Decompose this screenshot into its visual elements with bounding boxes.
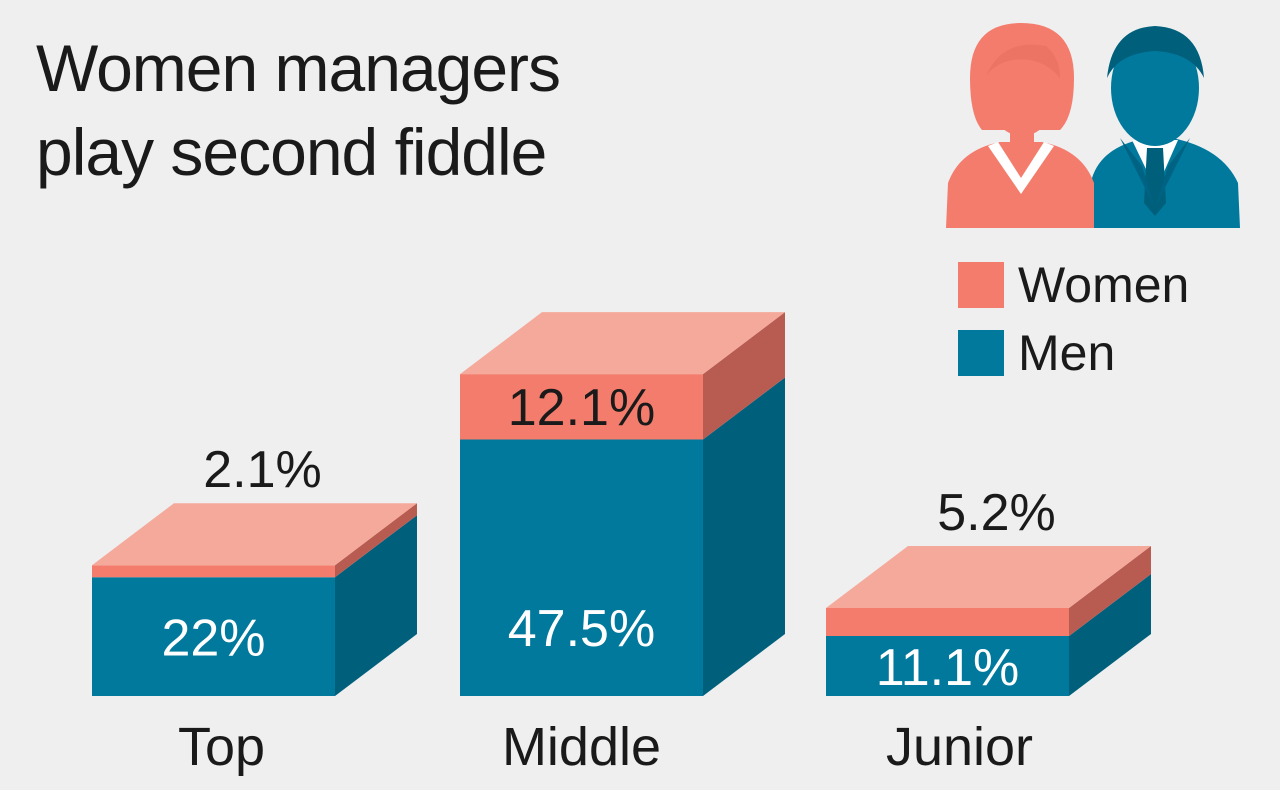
value-label-men-middle: 47.5% — [508, 600, 655, 658]
value-label-men-top: 22% — [161, 610, 265, 668]
bar-side-women-junior — [1069, 545, 1151, 637]
legend-item-women: Women — [958, 260, 1189, 310]
legend-label-women: Women — [1018, 257, 1190, 313]
man-icon — [1092, 26, 1240, 228]
bar-men-junior — [826, 636, 1069, 696]
bar-women-top — [92, 565, 335, 578]
bar-side-women-middle — [703, 312, 785, 440]
legend-swatch-women — [958, 262, 1004, 308]
bar-men-middle — [460, 439, 703, 696]
woman-icon — [946, 23, 1094, 228]
value-label-men-junior: 11.1% — [876, 639, 1020, 697]
category-label-top: Top — [178, 717, 265, 777]
man-and-woman-managers-icon — [946, 23, 1240, 228]
bar-top-middle — [460, 312, 785, 375]
title-line-2: play second fiddle — [36, 115, 547, 189]
bar-men-top — [92, 577, 335, 696]
bar-top-junior — [826, 545, 1151, 608]
legend-item-men: Men — [958, 328, 1115, 378]
bar-side-women-top — [335, 503, 417, 578]
bar-side-men-top — [335, 515, 417, 696]
bar-top-top — [92, 503, 417, 566]
category-label-junior: Junior — [886, 717, 1033, 777]
value-label-women-middle: 12.1% — [508, 379, 655, 437]
value-label-women-junior: 5.2% — [937, 484, 1056, 542]
value-label-women-top: 2.1% — [203, 441, 322, 499]
bar-side-men-middle — [703, 377, 785, 696]
category-label-middle: Middle — [502, 717, 661, 777]
bar-side-men-junior — [1069, 574, 1151, 696]
legend-swatch-men — [958, 330, 1004, 376]
bar-women-junior — [826, 607, 1069, 637]
bar-women-middle — [460, 374, 703, 440]
chart-title: Women managers play second fiddle — [36, 26, 561, 194]
title-line-1: Women managers — [36, 31, 561, 105]
legend-label-men: Men — [1018, 325, 1116, 381]
